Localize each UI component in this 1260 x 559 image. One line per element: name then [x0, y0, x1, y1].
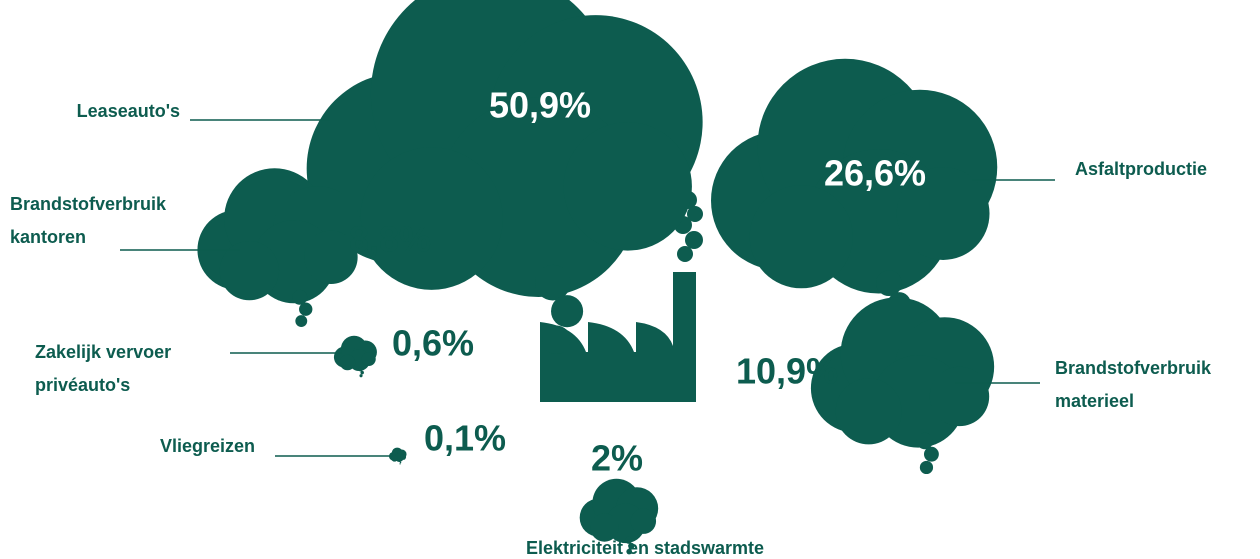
category-label: Leaseauto's [76, 101, 180, 121]
value-label: 2% [591, 438, 643, 479]
cloud-puff [876, 270, 902, 297]
cloud-puff [391, 455, 398, 462]
cloud-puff [292, 289, 308, 305]
cloud-puff [399, 463, 401, 465]
cloud-puff [399, 461, 402, 464]
cloud [197, 168, 363, 327]
cloud [711, 58, 998, 335]
cloud-puff [916, 432, 934, 450]
cloud-puff [219, 240, 280, 301]
category-label: Asfaltproductie [1075, 159, 1208, 179]
cloud-puff [359, 374, 363, 378]
cloud-puff [590, 513, 619, 542]
cloud-puff [551, 295, 584, 328]
cloud [333, 335, 377, 378]
category-label: Zakelijk vervoer privéauto's [35, 342, 172, 395]
value-label: 26,6% [824, 153, 926, 194]
cloud-puff [399, 460, 401, 463]
value-label: 10,9% [736, 351, 838, 392]
category-label: Brandstofverbruik materieel [1055, 358, 1212, 411]
category-label: Vliegreizen [159, 436, 255, 456]
cloud [579, 478, 659, 555]
cloud-puff [295, 315, 308, 327]
cloud [306, 0, 703, 355]
category-label: Brandstofverbruik kantoren [10, 194, 167, 247]
cloud-puff [919, 460, 934, 475]
cloud [810, 297, 995, 475]
cloud [388, 447, 407, 465]
cloud-puff [304, 230, 358, 284]
cloud-puff [628, 542, 635, 550]
factory [540, 272, 696, 402]
cloud-puff [400, 454, 407, 460]
cloud-puff [630, 508, 657, 534]
cloud-puff [361, 352, 376, 367]
cloud-puff [534, 264, 571, 301]
cloud-puff [749, 185, 853, 289]
cloud-puff [542, 325, 571, 355]
cloud-puff [896, 167, 990, 260]
cloud-puff [563, 122, 692, 251]
cloud-puff [626, 548, 633, 555]
cloud-puff [923, 446, 939, 462]
cloud-puff [360, 370, 364, 375]
value-label: 50,9% [489, 85, 591, 126]
value-label: 8,8% [349, 219, 431, 260]
category-label: Elektriciteit en stadswarmte [525, 538, 765, 558]
cloud-puff [360, 147, 503, 290]
value-label: 0,6% [392, 323, 474, 364]
cloud-puff [835, 378, 902, 445]
cloud-puff [299, 302, 313, 316]
cloud-puff [929, 366, 990, 427]
value-label: 0,1% [424, 418, 506, 459]
cloud-puff [358, 367, 363, 372]
cloud-puff [624, 536, 633, 544]
cloud-puff [339, 354, 356, 371]
